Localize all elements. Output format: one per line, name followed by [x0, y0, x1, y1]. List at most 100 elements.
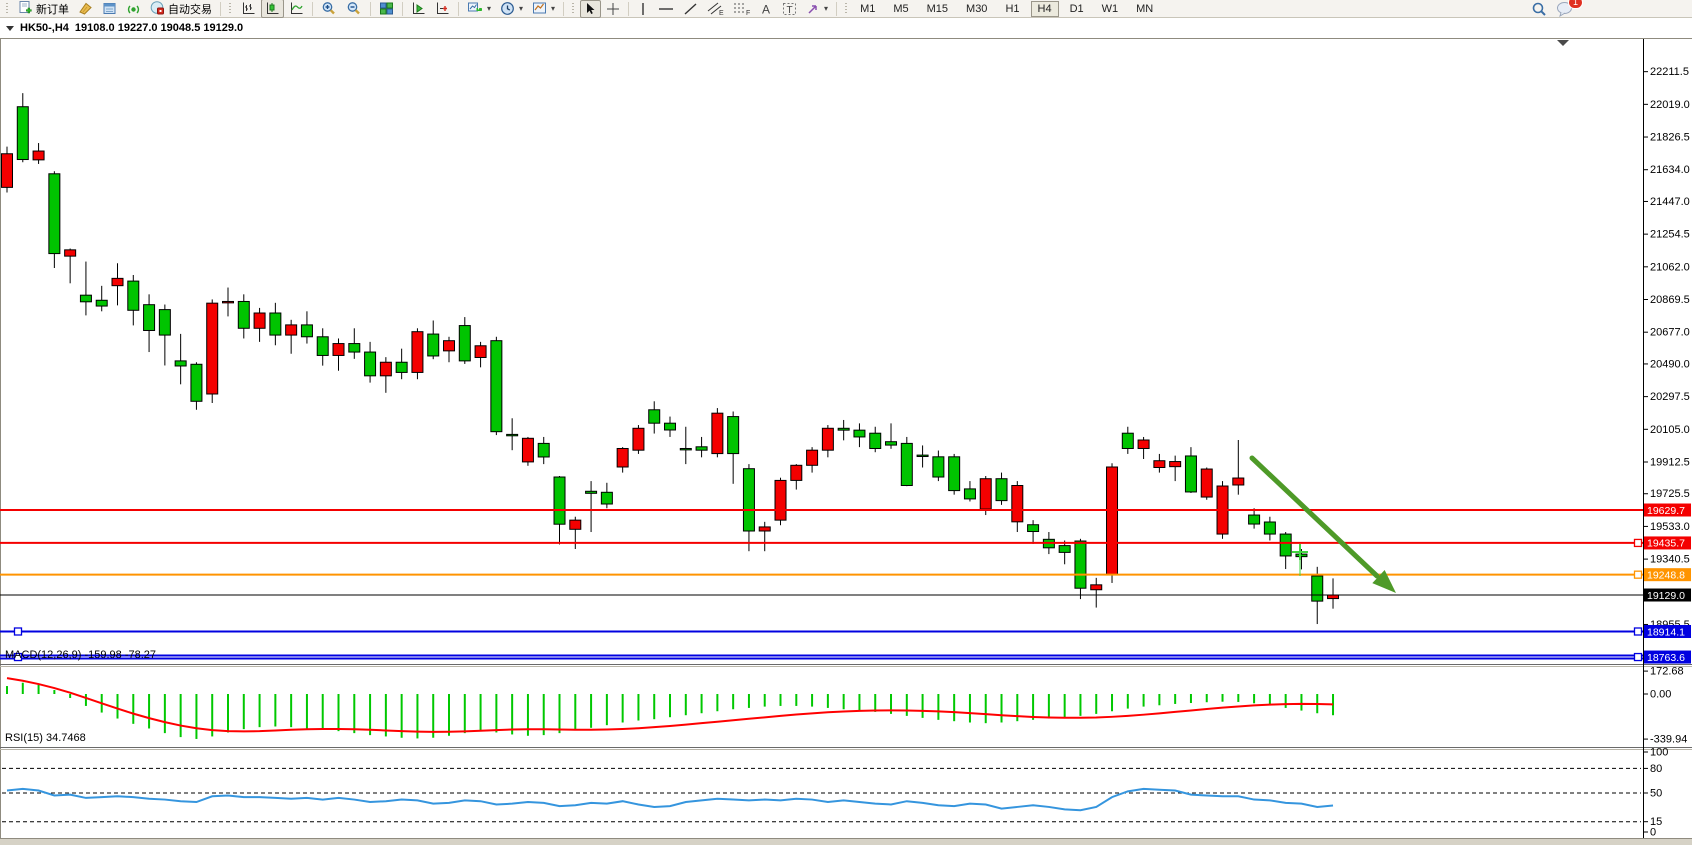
price-badge [1644, 536, 1691, 550]
timeframe-button-m30[interactable]: M30 [966, 2, 988, 15]
svg-text:E: E [719, 10, 724, 16]
market-watch-icon[interactable] [98, 0, 121, 18]
price-badge-label: 18914.1 [1647, 626, 1685, 638]
candle-body [1106, 466, 1119, 575]
macd-indicator-label: MACD(12,26,9) -159.98 -78.27 [5, 649, 157, 661]
trendline-tool[interactable] [679, 0, 702, 18]
line-handle[interactable] [1633, 627, 1643, 636]
timeframe-button-mn[interactable]: MN [1136, 2, 1154, 15]
candle-body [948, 456, 961, 492]
candle-body [143, 304, 156, 331]
toolbar-grip[interactable] [571, 2, 577, 15]
periods-button[interactable]: ▾ [496, 0, 527, 18]
candle-body [695, 446, 708, 451]
auto-scroll-icon[interactable] [407, 0, 430, 18]
price-tick-label: 20677.0 [1650, 327, 1690, 339]
metaeditor-icon[interactable] [74, 0, 97, 18]
timeframe-button-m1[interactable]: M1 [860, 2, 876, 15]
candle-body [411, 331, 424, 373]
rsi-indicator-label: RSI(15) 34.7468 [5, 732, 86, 744]
templates-button[interactable]: ▾ [528, 0, 559, 18]
chart-window: 22211.5 22019.0 21826.5 21634.0 21447.0 21254… [0, 19, 1692, 845]
zoom-in-icon[interactable] [317, 0, 341, 18]
line-handle[interactable] [1633, 570, 1643, 579]
timeframe-button-m5[interactable]: M5 [893, 2, 909, 15]
price-badge [1644, 650, 1691, 664]
new-order-button[interactable]: 新订单 [14, 0, 73, 20]
candle-body [237, 300, 250, 329]
timeframe-button-d1[interactable]: D1 [1069, 2, 1084, 15]
candle-body [885, 441, 898, 446]
timeframe-button-h4[interactable]: H4 [1030, 0, 1059, 17]
timeframe-button-w1[interactable]: W1 [1101, 2, 1119, 15]
toolbar-grip[interactable] [844, 2, 850, 15]
cursor-tool[interactable] [580, 0, 602, 18]
symbol-dropdown-icon[interactable] [6, 25, 14, 31]
tile-windows-icon[interactable] [375, 0, 398, 18]
price-tick-label: 20297.5 [1650, 391, 1690, 403]
macd-tick-label: 172.68 [1650, 666, 1684, 678]
candle-body [95, 299, 108, 307]
chart-shift-icon[interactable] [431, 0, 454, 18]
candlestick-chart-icon[interactable] [261, 0, 284, 18]
candle-body [206, 302, 219, 395]
candle-body [806, 449, 819, 466]
text-tool[interactable]: A [756, 0, 777, 18]
indicators-button[interactable]: ▾ [463, 0, 495, 18]
toolbar-grip[interactable] [5, 2, 10, 15]
fibonacci-tool[interactable]: F [729, 0, 755, 18]
candle-body [111, 277, 124, 287]
candle-body [932, 456, 945, 478]
arrows-tool[interactable]: ▾ [802, 0, 832, 18]
line-handle[interactable] [13, 627, 23, 636]
candle-body [1074, 540, 1087, 589]
equidistant-channel-tool[interactable]: E [703, 0, 728, 18]
price-tick-label: 19725.5 [1650, 488, 1690, 500]
line-handle[interactable] [1633, 652, 1643, 662]
chevron-down-icon: ▾ [551, 4, 556, 13]
chat-icon[interactable]: 1 [1552, 0, 1583, 19]
candle-body [553, 476, 566, 525]
vertical-line-tool[interactable] [633, 0, 653, 18]
price-chart-canvas[interactable]: 22211.5 22019.0 21826.5 21634.0 21447.0 21254… [0, 19, 1692, 845]
price-badge [1644, 624, 1691, 638]
text-label-tool[interactable]: T [778, 0, 801, 18]
timeframe-group: M1 M5 M15 M30 H1 H4 D1 W1 MN [853, 0, 1160, 17]
candle-body [1137, 439, 1150, 449]
candle-body [821, 427, 834, 451]
timeframe-button-h1[interactable]: H1 [1005, 2, 1020, 15]
line-handle[interactable] [13, 652, 23, 662]
new-order-label: 新订单 [36, 3, 69, 16]
chat-notification-badge: 1 [1567, 0, 1583, 9]
candle-body [1090, 584, 1103, 591]
candle-body [727, 416, 740, 455]
price-badge [1644, 568, 1691, 582]
line-handle[interactable] [1633, 538, 1643, 548]
bar-chart-icon[interactable] [237, 0, 260, 18]
candle-body [222, 300, 235, 304]
candle-body [664, 422, 677, 431]
horizontal-line-tool[interactable] [654, 0, 678, 18]
candle-body [569, 519, 582, 530]
new-order-icon [18, 0, 33, 18]
crosshair-tool[interactable] [602, 0, 624, 18]
candle-body [300, 324, 313, 338]
candle-body [1058, 545, 1071, 553]
price-badge-label: 19435.7 [1647, 538, 1685, 550]
macd-signal-line [6, 677, 1334, 733]
timeframe-button-m15[interactable]: M15 [926, 2, 949, 15]
rsi-tick-label: 100 [1650, 747, 1668, 759]
search-icon[interactable] [1527, 0, 1551, 19]
signals-icon[interactable] [122, 0, 145, 18]
trend-arrow-head[interactable] [1372, 570, 1396, 593]
toolbar-grip[interactable] [228, 2, 233, 15]
candle-body [1232, 477, 1245, 486]
chart-shift-marker[interactable] [1557, 40, 1569, 46]
candle-body [427, 333, 440, 357]
price-tick-label: 20869.5 [1650, 294, 1690, 306]
zoom-out-icon[interactable] [342, 0, 366, 18]
candle-body [285, 324, 298, 336]
candle-body [48, 173, 61, 255]
line-chart-icon[interactable] [285, 0, 308, 18]
auto-trading-button[interactable]: 自动交易 [146, 0, 216, 20]
